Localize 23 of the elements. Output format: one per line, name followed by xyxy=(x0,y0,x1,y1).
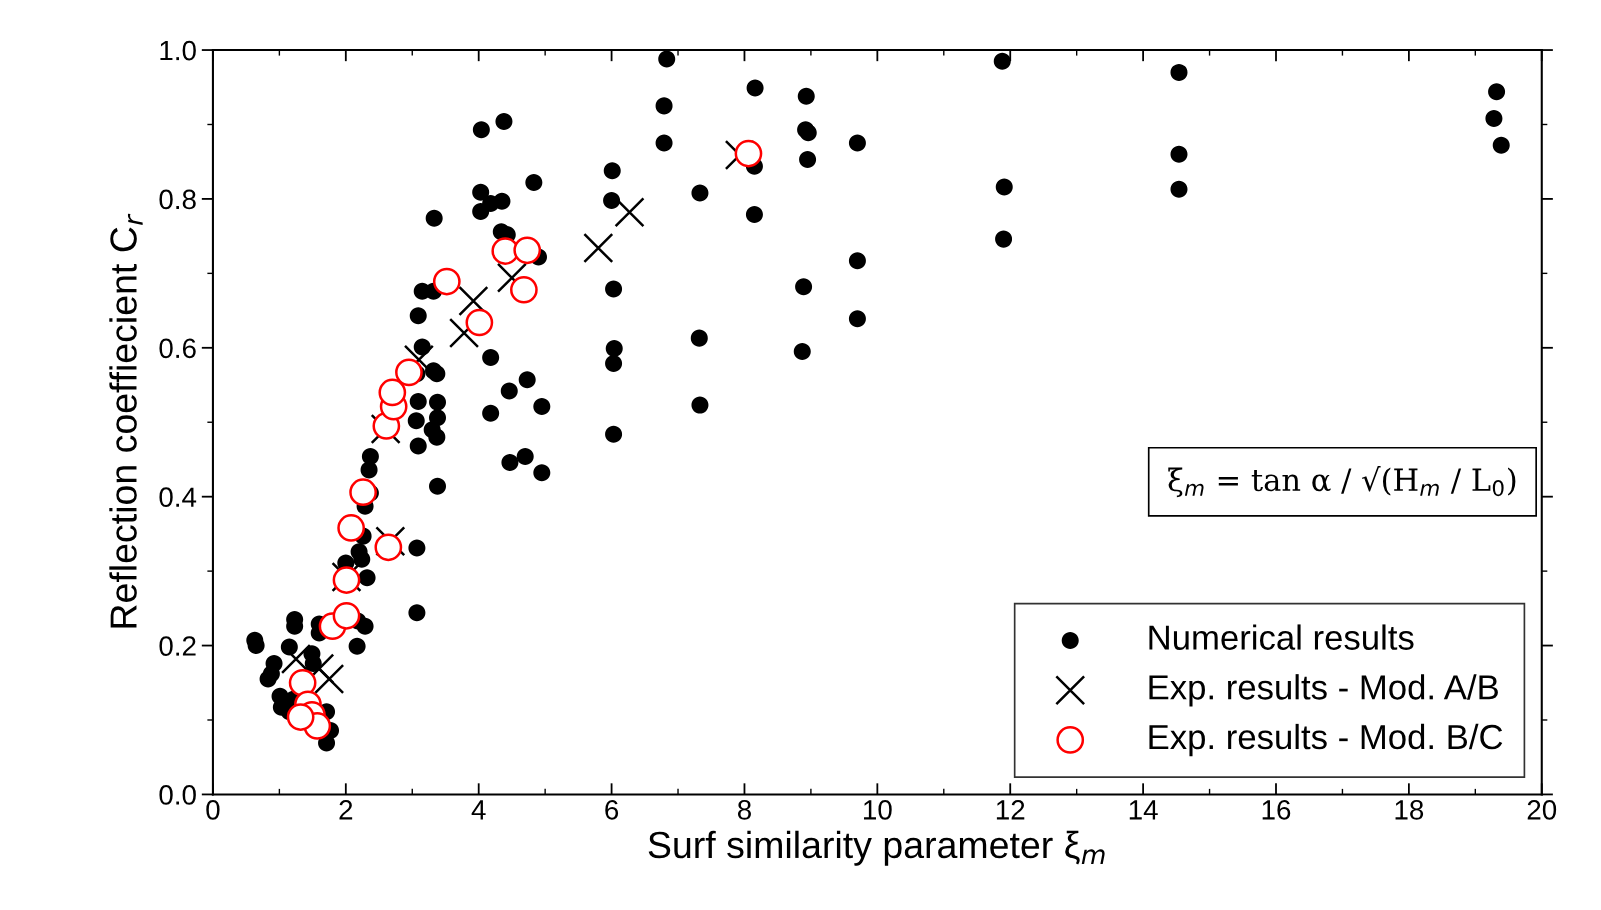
x-tick-label: 2 xyxy=(339,800,353,820)
y-tick-label: 0.4 xyxy=(159,487,197,508)
x-tick-label: 6 xyxy=(605,800,619,820)
y-tick-label: 0.8 xyxy=(159,189,196,210)
x-tick-label: 14 xyxy=(1129,800,1158,820)
legend-label: Exp. results - Mod. A/B xyxy=(1149,674,1498,707)
x-tick-label: 10 xyxy=(864,800,892,820)
x-tick-label: 16 xyxy=(1262,800,1291,820)
x-axis-title: Surf similarity parameter ξ$_{m}$ xyxy=(648,830,1105,866)
legend-label: Exp. results - Mod. B/C xyxy=(1149,723,1503,757)
y-tick-label: 1.0 xyxy=(160,40,196,61)
legend-label: Numerical results xyxy=(1149,624,1414,650)
x-tick-label: 18 xyxy=(1395,800,1424,820)
x-tick-label: 8 xyxy=(737,800,751,820)
y-tick-label: 0.0 xyxy=(159,785,196,805)
x-tick-label: 20 xyxy=(1527,800,1557,820)
y-tick-label: 0.2 xyxy=(159,636,196,656)
x-tick-label: 12 xyxy=(996,800,1025,820)
x-tick-label: 4 xyxy=(471,800,486,820)
annotation: ξ$_{m}$ = tan α / √(H$_{m}$ / L$_{0}$) xyxy=(1168,466,1516,498)
x-tick-label: 0 xyxy=(206,800,220,820)
y-axis-title: Reflection coeffiecient C$_{r}$ xyxy=(109,213,143,628)
y-tick-label: 0.6 xyxy=(159,338,196,359)
